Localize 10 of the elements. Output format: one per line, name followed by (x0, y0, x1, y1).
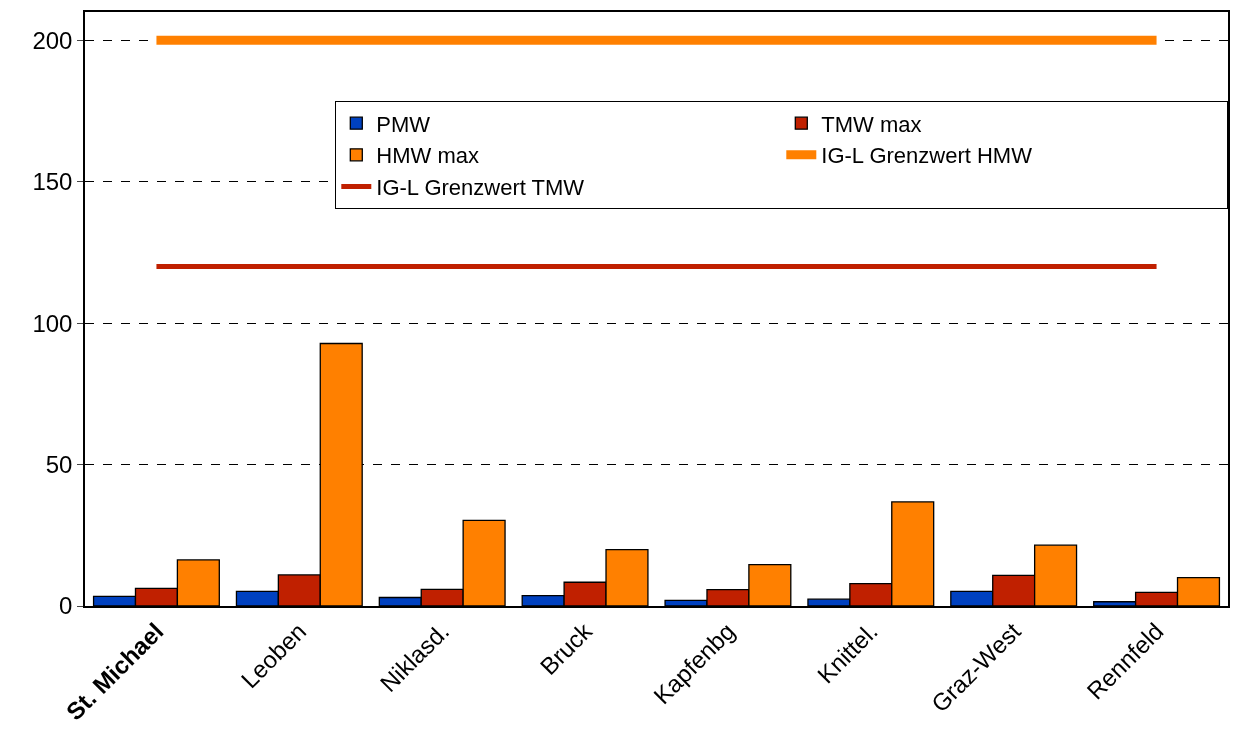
y-tick-label: 150 (32, 168, 73, 196)
legend-label: HMW max (376, 143, 479, 169)
legend-label: IG-L Grenzwert HMW (821, 143, 1033, 169)
y-tick-label: 100 (32, 309, 73, 337)
y-tick-label: 200 (32, 26, 73, 54)
legend-label: IG-L Grenzwert TMW (376, 174, 585, 200)
y-tick-label: 0 (59, 592, 73, 620)
legend-label: PMW (376, 111, 431, 137)
y-tick-label: 50 (45, 450, 73, 478)
legend-label: TMW max (821, 111, 922, 137)
